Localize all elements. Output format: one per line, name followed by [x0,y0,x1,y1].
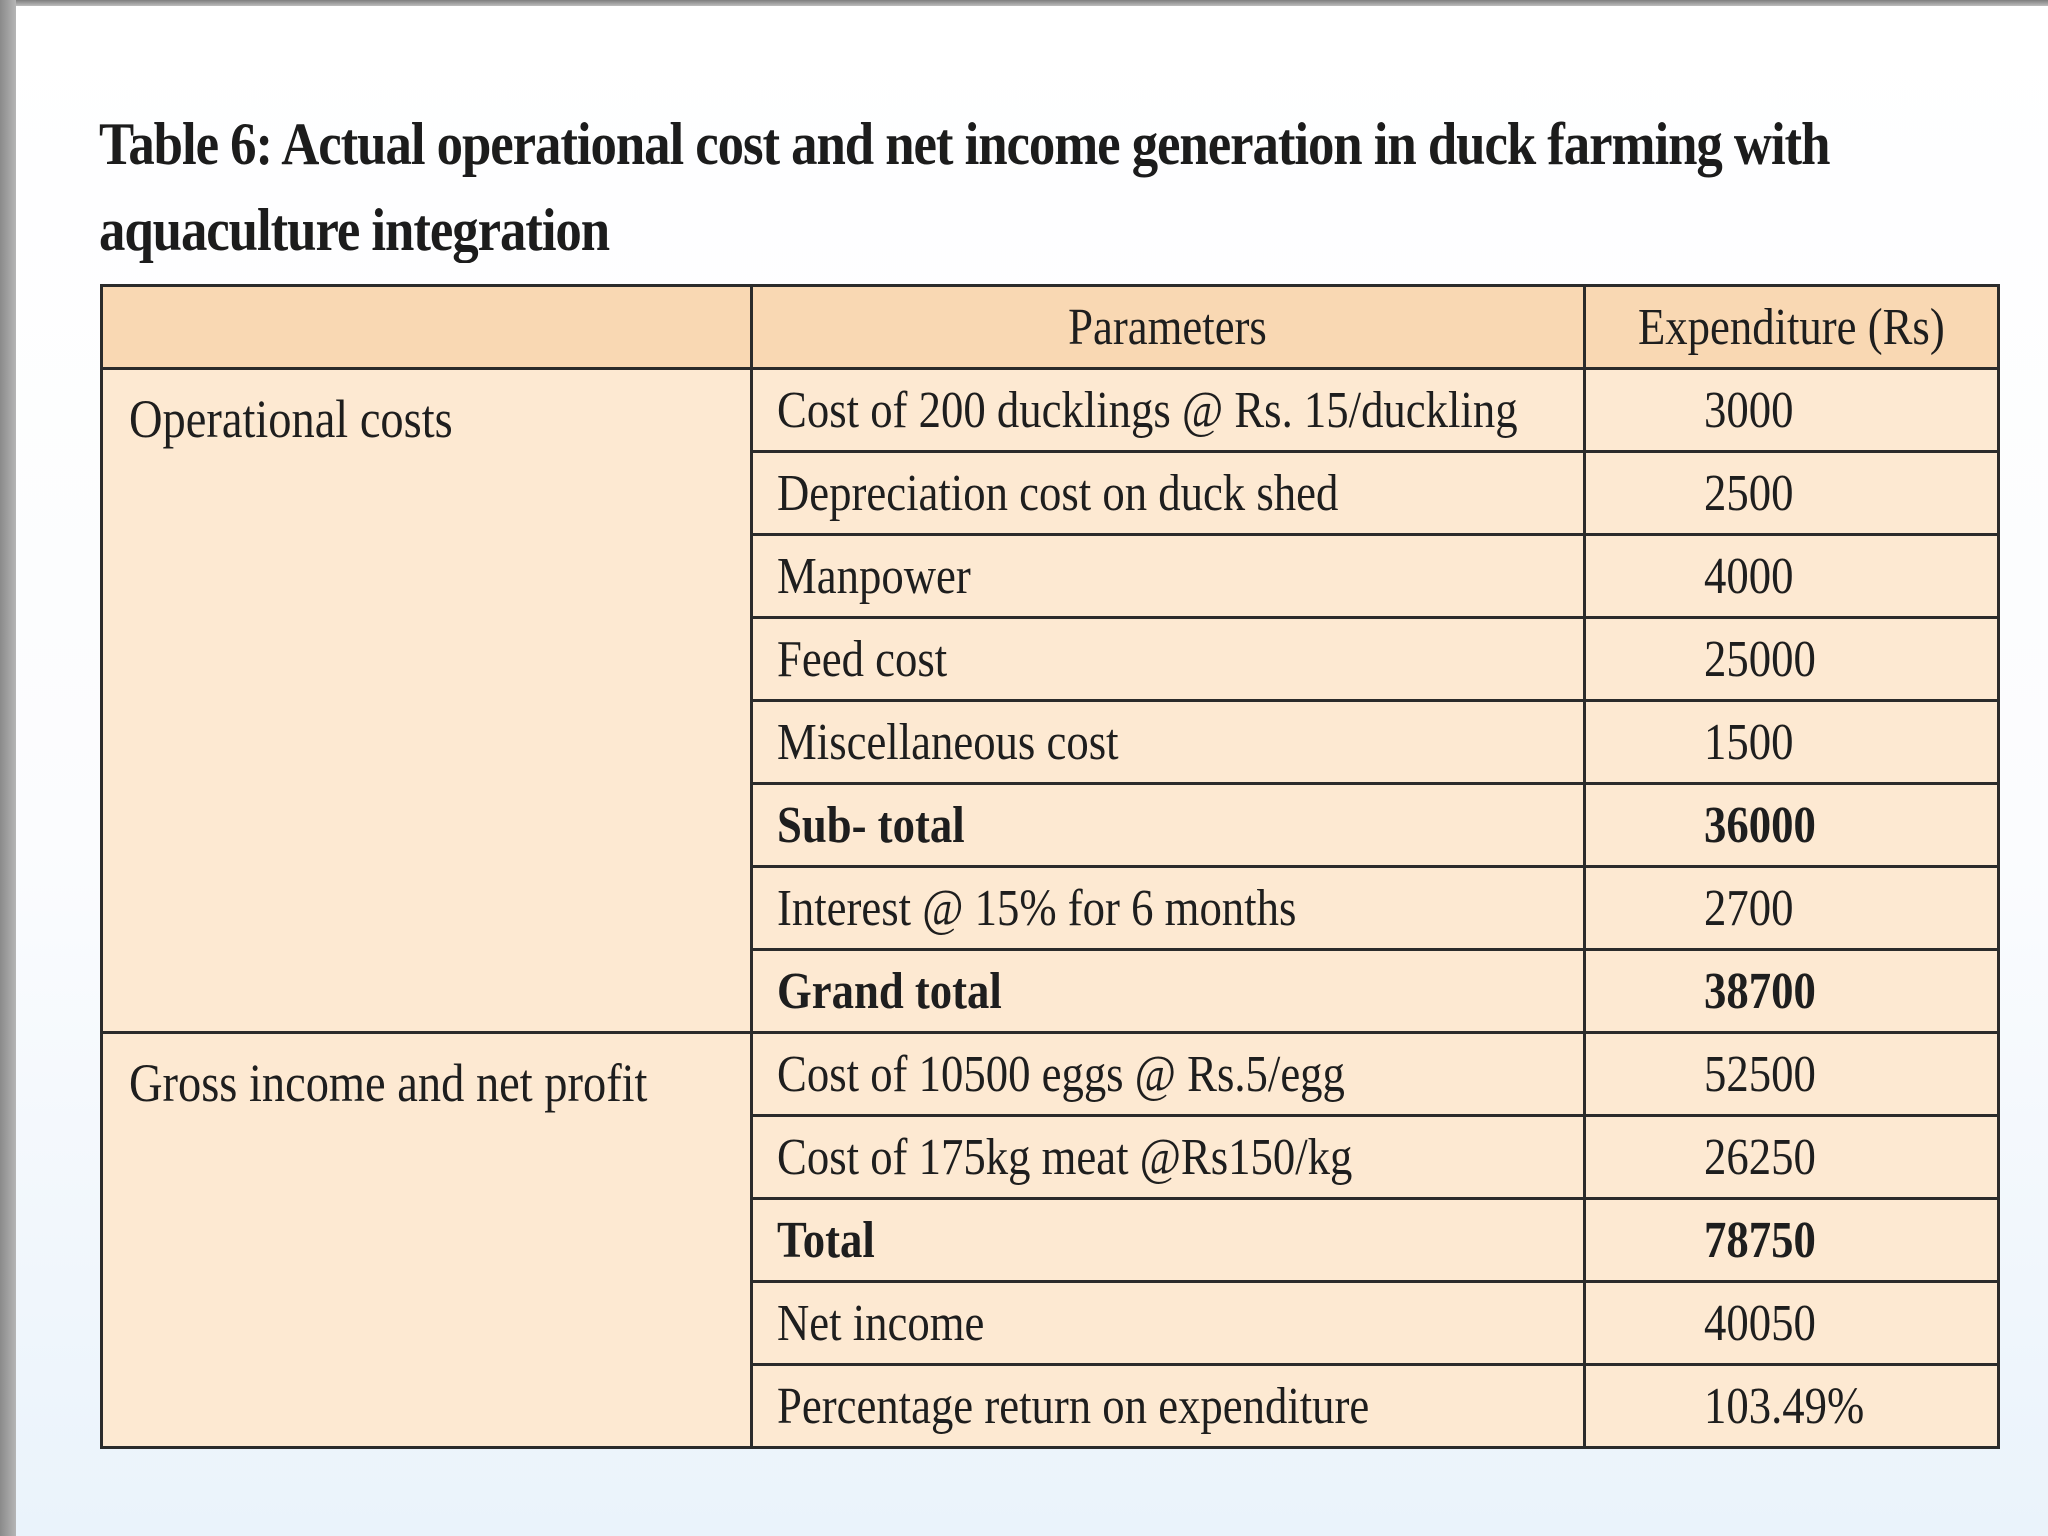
table-row-grand-total: Grand total 38700 [102,948,2000,1034]
parameter-cell: Depreciation cost on duck shed [750,450,1586,536]
cost-income-table: Parameters Expenditure (Rs) Operational … [100,284,2000,1449]
value-cell: 36000 [1583,782,2000,868]
parameter-cell: Sub- total [750,782,1586,868]
parameter-cell: Cost of 10500 eggs @ Rs.5/egg [750,1031,1586,1117]
table-row: Miscellaneous cost 1500 [102,699,2000,785]
header-row: Parameters Expenditure (Rs) [100,284,2000,370]
parameter-cell: Grand total [750,948,1586,1034]
header-expenditure: Expenditure (Rs) [1583,284,2000,370]
header-category [100,284,753,370]
table-row: Cost of 175kg meat @Rs150/kg 26250 [102,1114,2000,1200]
parameter-cell: Manpower [750,533,1586,619]
value-cell: 78750 [1583,1197,2000,1283]
value-cell: 25000 [1583,616,2000,702]
parameter-cell: Feed cost [750,616,1586,702]
table-title: Table 6: Actual operational cost and net… [99,111,1830,263]
parameter-cell: Net income [750,1280,1586,1366]
category-operational-costs: Operational costs [100,367,753,1034]
parameter-cell: Total [750,1197,1586,1283]
value-cell: 26250 [1583,1114,2000,1200]
header-parameters: Parameters [750,284,1586,370]
parameter-cell: Percentage return on expenditure [750,1363,1586,1449]
left-border [0,0,16,1536]
parameter-cell: Miscellaneous cost [750,699,1586,785]
value-cell: 38700 [1583,948,2000,1034]
parameter-cell: Interest @ 15% for 6 months [750,865,1586,951]
table-row-subtotal: Sub- total 36000 [102,782,2000,868]
value-cell: 40050 [1583,1280,2000,1366]
table-row: Percentage return on expenditure 103.49% [102,1363,2000,1449]
parameter-cell: Cost of 175kg meat @Rs150/kg [750,1114,1586,1200]
value-cell: 2500 [1583,450,2000,536]
category-gross-income: Gross income and net profit [100,1031,753,1449]
top-border [0,0,2048,6]
table-row: Gross income and net profit Cost of 1050… [100,1031,2000,1449]
table-row: Manpower 4000 [102,533,2000,619]
value-cell: 2700 [1583,865,2000,951]
value-cell: 52500 [1583,1031,2000,1117]
value-cell: 1500 [1583,699,2000,785]
table-row: Net income 40050 [102,1280,2000,1366]
table-row: Interest @ 15% for 6 months 2700 [102,865,2000,951]
table-row-total: Total 78750 [102,1197,2000,1283]
document-page: Table 6: Actual operational cost and net… [16,6,2048,1536]
table-row: Operational costs Cost of 200 ducklings … [100,367,2000,1034]
table-row: Feed cost 25000 [102,616,2000,702]
value-cell: 3000 [1583,367,2000,453]
value-cell: 103.49% [1583,1363,2000,1449]
parameter-cell: Cost of 200 ducklings @ Rs. 15/duckling [750,367,1586,453]
table-row: Depreciation cost on duck shed 2500 [102,450,2000,536]
table-container: Parameters Expenditure (Rs) Operational … [100,284,2000,1499]
value-cell: 4000 [1583,533,2000,619]
